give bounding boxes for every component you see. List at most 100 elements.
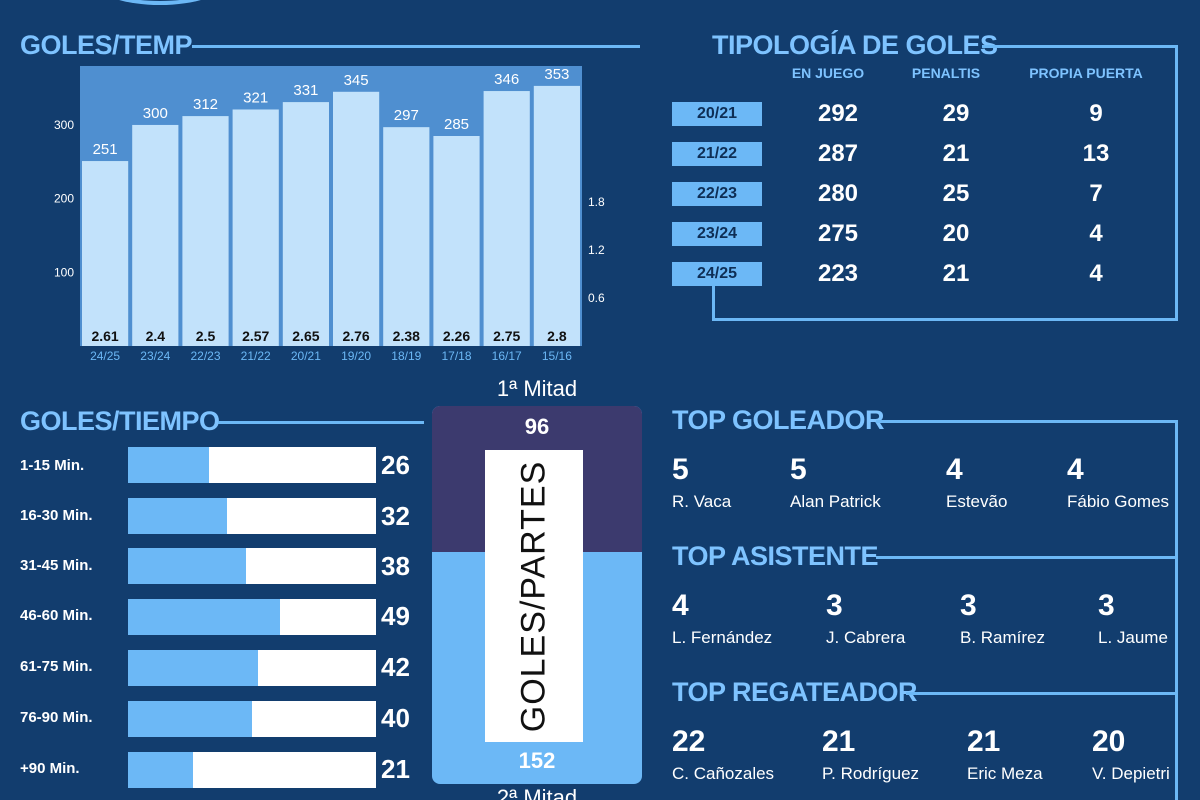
y2-tick-label: 1.8 [588, 195, 605, 209]
goles-partes-panel: 96 GOLES/PARTES 152 [432, 406, 642, 784]
penaltis-value: 29 [942, 100, 970, 127]
penaltis-value: 21 [942, 260, 970, 287]
category-label: 17/18 [441, 349, 471, 363]
tipologia-title: TIPOLOGÍA DE GOLES [712, 30, 998, 60]
time-bar-track [128, 498, 376, 534]
penaltis-value: 25 [942, 180, 970, 207]
category-label: 18/19 [391, 349, 421, 363]
bar-value-label: 285 [444, 116, 469, 133]
tipologia-rule-bottom [712, 318, 1178, 321]
first-half-label: 1ª Mitad [496, 376, 578, 401]
en-juego-value: 275 [817, 220, 859, 247]
time-range-label: 76-90 Min. [20, 709, 93, 726]
ratio-value-label: 2.5 [196, 328, 216, 344]
category-label: 16/17 [492, 349, 522, 363]
penaltis-value: 20 [942, 220, 970, 247]
ratio-value-label: 2.26 [443, 328, 470, 344]
goleador-value: 4 [946, 453, 963, 486]
goles-temp-title: GOLES/TEMP [20, 30, 193, 60]
ratio-value-label: 2.61 [91, 328, 118, 344]
time-bar-fill [128, 752, 194, 788]
season-tag: 24/25 [672, 262, 762, 286]
time-bar-track [128, 752, 376, 788]
top-goleador-rule-right [1175, 420, 1178, 556]
top-regateador-rule-right [1175, 692, 1178, 800]
top-regateador-title: TOP REGATEADOR [672, 677, 918, 707]
season-bar [483, 91, 530, 346]
tip-header-propia: PROPIA PUERTA [1029, 65, 1143, 81]
time-range-label: 31-45 Min. [20, 557, 93, 574]
season-bar [383, 127, 430, 346]
asistente-name: L. Jaume [1098, 628, 1168, 647]
season-tag: 22/23 [672, 182, 762, 206]
top-asistente-rule-right [1175, 556, 1178, 692]
top-asistente-title: TOP ASISTENTE [672, 541, 879, 571]
time-bar-fill [128, 599, 280, 635]
season-tag: 20/21 [672, 102, 762, 126]
category-label: 21/22 [241, 349, 271, 363]
season-bar [333, 91, 380, 346]
time-value: 49 [381, 601, 410, 631]
first-half-value: 96 [524, 414, 550, 439]
partes-title: GOLES/PARTES [514, 460, 553, 732]
ratio-value-label: 2.65 [292, 328, 319, 344]
asistente-value: 3 [1098, 589, 1115, 622]
tipologia-rule-right [1175, 45, 1178, 321]
time-value: 40 [381, 703, 410, 733]
bar-value-label: 321 [243, 89, 268, 106]
propia-value: 9 [1089, 100, 1103, 127]
time-bar-fill [128, 650, 259, 686]
bar-value-label: 300 [143, 105, 168, 122]
y-tick-label: 100 [54, 265, 74, 279]
bar-value-label: 251 [93, 141, 118, 158]
propia-value: 4 [1089, 260, 1103, 287]
bar-value-label: 312 [193, 96, 218, 113]
category-label: 20/21 [291, 349, 321, 363]
top-goleador-title: TOP GOLEADOR [672, 405, 885, 435]
regateador-value: 22 [672, 725, 706, 758]
season-bar [232, 109, 279, 346]
time-bar-fill [128, 548, 246, 584]
time-value: 42 [381, 652, 410, 682]
goleador-name: Fábio Gomes [1067, 492, 1170, 511]
propia-value: 4 [1089, 220, 1103, 247]
time-range-label: 16-30 Min. [20, 507, 93, 524]
time-range-label: 46-60 Min. [20, 607, 93, 624]
regateador-name: Eric Meza [967, 764, 1043, 783]
ratio-value-label: 2.4 [146, 328, 166, 344]
penaltis-value: 21 [942, 140, 970, 167]
ratio-value-label: 2.38 [393, 328, 420, 344]
time-bar-track [128, 599, 376, 635]
asistente-value: 4 [672, 589, 689, 622]
bar-value-label: 345 [344, 72, 369, 89]
tipologia-rule-top [982, 45, 1178, 48]
propia-value: 13 [1082, 140, 1110, 167]
time-bar-track [128, 701, 376, 737]
y2-tick-label: 0.6 [588, 291, 605, 305]
partes-title-wrap: GOLES/PARTES [485, 450, 583, 742]
time-value: 38 [381, 551, 410, 581]
y2-tick-label: 1.2 [588, 243, 605, 257]
time-value: 32 [381, 501, 410, 531]
en-juego-value: 280 [817, 180, 859, 207]
propia-value: 7 [1089, 180, 1103, 207]
season-bar [533, 85, 580, 346]
asistente-name: J. Cabrera [826, 628, 906, 647]
season-bar [132, 124, 179, 347]
bar-value-label: 331 [293, 82, 318, 99]
season-bar [282, 102, 329, 347]
second-half-label: 2ª Mitad [496, 785, 578, 800]
season-tag: 21/22 [672, 142, 762, 166]
time-bar-track [128, 650, 376, 686]
tip-header-juego: EN JUEGO [791, 65, 865, 81]
season-bar [82, 161, 129, 346]
goles-temp-rule [192, 45, 640, 48]
en-juego-value: 223 [817, 260, 859, 287]
goleador-name: Estevão [946, 492, 1008, 511]
time-bar-fill [128, 701, 252, 737]
goles-tiempo-title: GOLES/TIEMPO [20, 406, 220, 436]
regateador-name: C. Cañozales [672, 764, 775, 783]
goles-tiempo-rule [218, 421, 424, 424]
category-label: 22/23 [190, 349, 220, 363]
bar-value-label: 346 [494, 71, 519, 88]
